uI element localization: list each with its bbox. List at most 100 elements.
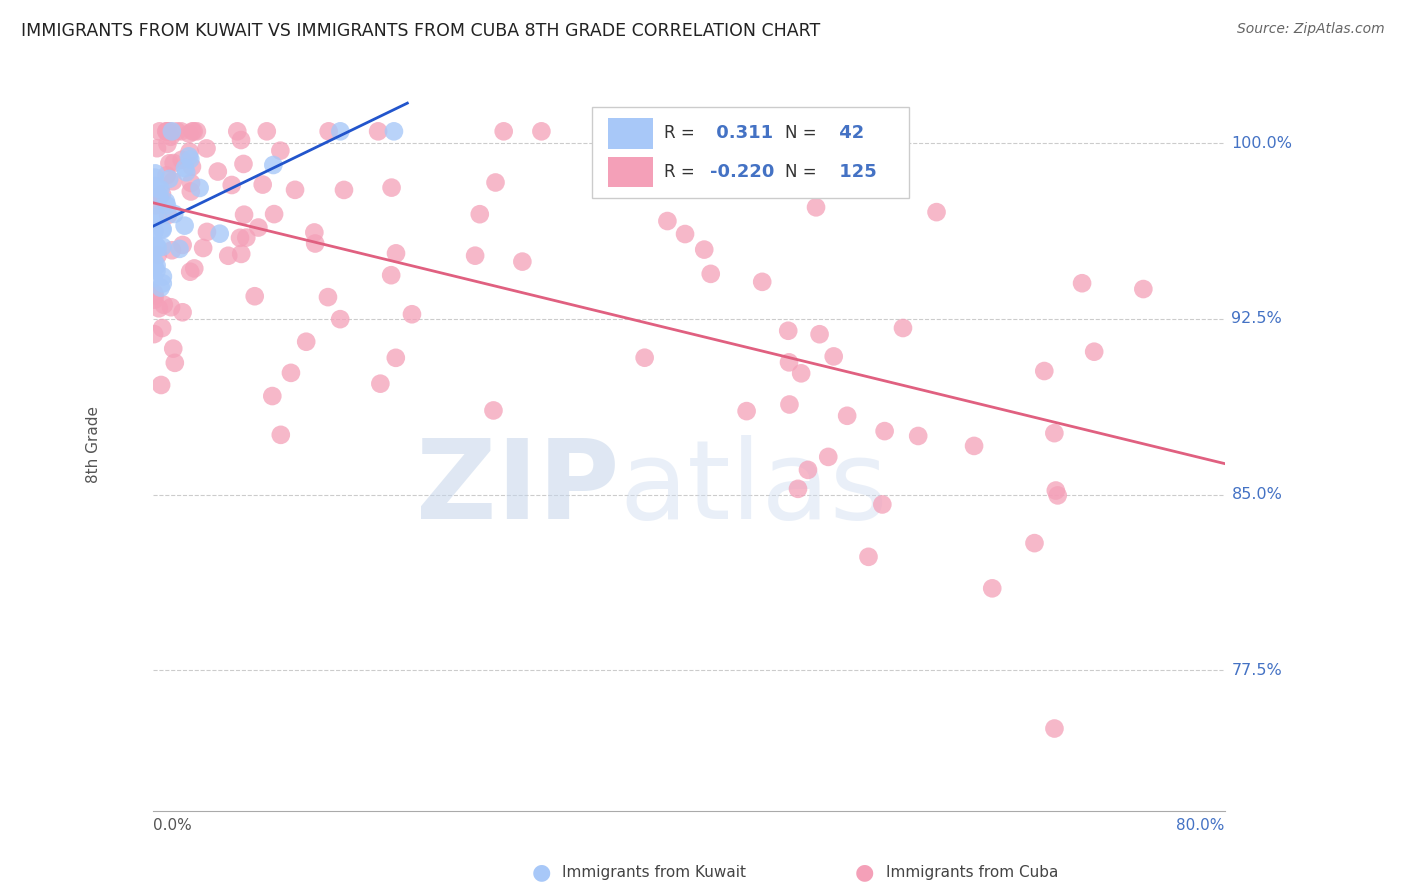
- Point: [233, 208, 256, 222]
- Point: [804, 200, 827, 214]
- Point: [159, 124, 181, 138]
- Point: [1083, 344, 1105, 359]
- Point: [163, 356, 186, 370]
- Point: [163, 207, 186, 221]
- Point: [195, 225, 218, 239]
- Text: Source: ZipAtlas.com: Source: ZipAtlas.com: [1237, 22, 1385, 37]
- Point: [195, 141, 218, 155]
- Point: [401, 307, 423, 321]
- Text: 0.311: 0.311: [710, 124, 773, 142]
- Point: [143, 170, 166, 185]
- Point: [808, 327, 831, 342]
- Point: [235, 230, 257, 244]
- Point: [177, 149, 200, 163]
- Text: 85.0%: 85.0%: [1232, 487, 1282, 502]
- Point: [262, 389, 284, 403]
- Point: [166, 124, 188, 138]
- Point: [1132, 282, 1154, 296]
- Point: [179, 265, 201, 279]
- Text: ZIP: ZIP: [416, 434, 619, 541]
- Point: [229, 231, 252, 245]
- Point: [1045, 483, 1067, 498]
- Point: [145, 198, 167, 212]
- Point: [385, 351, 408, 365]
- Point: [693, 243, 716, 257]
- Point: [156, 136, 179, 151]
- Text: 42: 42: [834, 124, 865, 142]
- Point: [156, 124, 179, 138]
- Text: 77.5%: 77.5%: [1232, 663, 1282, 678]
- Point: [179, 145, 201, 159]
- Point: [191, 241, 214, 255]
- Point: [143, 254, 166, 268]
- Point: [464, 249, 486, 263]
- Point: [160, 300, 183, 314]
- Point: [316, 290, 339, 304]
- Point: [380, 180, 402, 194]
- FancyBboxPatch shape: [609, 157, 654, 187]
- FancyBboxPatch shape: [592, 107, 908, 198]
- Text: atlas: atlas: [619, 434, 887, 541]
- Point: [160, 244, 183, 258]
- Point: [735, 404, 758, 418]
- Point: [172, 305, 194, 319]
- Point: [153, 298, 176, 312]
- Point: [143, 166, 166, 180]
- Point: [492, 124, 515, 138]
- Point: [295, 334, 318, 349]
- Point: [262, 158, 284, 172]
- Text: -0.220: -0.220: [710, 163, 775, 181]
- Point: [243, 289, 266, 303]
- Text: ●: ●: [855, 863, 875, 882]
- Point: [226, 124, 249, 138]
- Point: [530, 124, 553, 138]
- Text: Immigrants from Cuba: Immigrants from Cuba: [886, 865, 1059, 880]
- Point: [157, 172, 180, 186]
- Point: [633, 351, 655, 365]
- Point: [142, 271, 165, 285]
- Point: [482, 403, 505, 417]
- Text: R =: R =: [664, 163, 695, 181]
- Point: [252, 178, 274, 192]
- Point: [247, 220, 270, 235]
- Point: [150, 321, 173, 335]
- Point: [159, 129, 181, 144]
- Point: [385, 246, 408, 260]
- Text: N =: N =: [785, 124, 817, 142]
- Point: [183, 261, 205, 276]
- Point: [790, 367, 813, 381]
- Point: [925, 205, 948, 219]
- Point: [155, 169, 177, 183]
- Point: [280, 366, 302, 380]
- Point: [142, 244, 165, 258]
- Point: [149, 182, 172, 196]
- Point: [146, 241, 169, 255]
- Point: [148, 301, 170, 316]
- Point: [787, 482, 810, 496]
- Point: [284, 183, 307, 197]
- Point: [657, 214, 679, 228]
- Point: [837, 409, 859, 423]
- Point: [152, 222, 174, 236]
- Point: [170, 153, 193, 167]
- Point: [263, 207, 285, 221]
- Point: [148, 189, 170, 203]
- Point: [318, 124, 340, 138]
- Point: [170, 124, 193, 138]
- Point: [817, 450, 839, 464]
- Point: [143, 208, 166, 222]
- Point: [699, 267, 721, 281]
- Point: [231, 247, 253, 261]
- Point: [146, 141, 169, 155]
- Point: [142, 225, 165, 239]
- Point: [367, 124, 389, 138]
- Point: [162, 342, 184, 356]
- Text: 8th Grade: 8th Grade: [86, 406, 101, 483]
- Point: [1033, 364, 1056, 378]
- Point: [221, 178, 243, 192]
- Point: [143, 286, 166, 301]
- Point: [837, 173, 859, 187]
- Point: [484, 176, 506, 190]
- Point: [180, 176, 202, 190]
- Point: [778, 355, 800, 369]
